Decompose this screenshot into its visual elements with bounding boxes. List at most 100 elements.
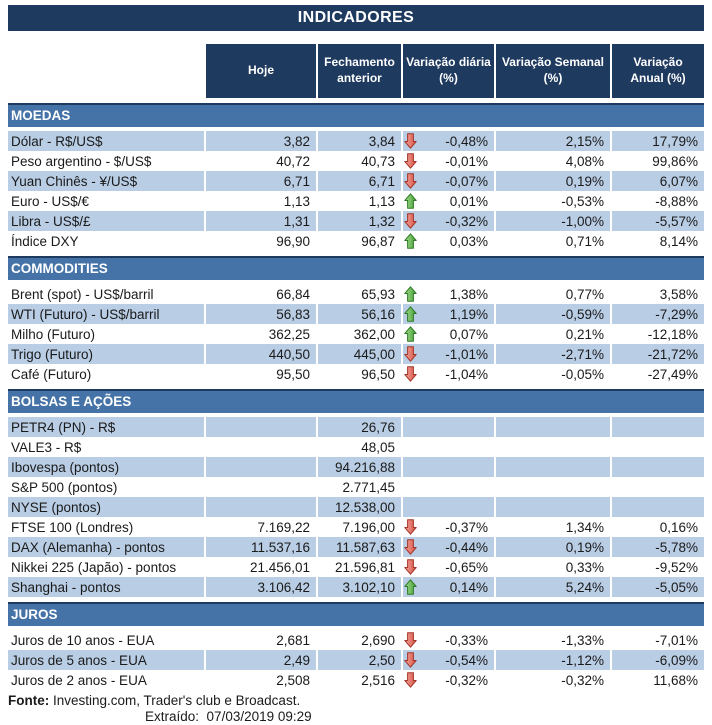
variacao-anual-value: 17,79% [612, 131, 704, 151]
hoje-value [206, 417, 316, 437]
variacao-semanal-value: 0,71% [565, 233, 604, 249]
table-section: MOEDAS Dólar - R$/US$ 3,82 3,84 -0,48% 2… [8, 103, 704, 251]
row-label: NYSE (pontos) [8, 497, 204, 517]
row-label: S&P 500 (pontos) [11, 479, 118, 495]
variacao-diaria-cell [403, 437, 494, 457]
row-label: Juros de 5 anos - EUA [8, 650, 204, 670]
variacao-diaria-value: 0,14% [449, 579, 488, 595]
column-header-label: Variação [633, 55, 683, 70]
variacao-diaria-cell [403, 457, 494, 477]
variacao-semanal-value: 0,33% [565, 559, 604, 575]
hoje-value: 1,13 [283, 193, 310, 209]
variacao-anual-value [612, 437, 704, 457]
hoje-value: 2,508 [276, 672, 310, 688]
variacao-diaria-value: -0,32% [445, 672, 488, 688]
variacao-diaria-value: 0,03% [449, 233, 488, 249]
fechamento-anterior-value: 362,00 [353, 326, 395, 342]
source-line: Fonte: Investing.com, Trader's club e Br… [8, 693, 704, 708]
table-row: Juros de 5 anos - EUA 2,49 2,50 -0,54% -… [8, 650, 704, 670]
hoje-value: 440,50 [206, 344, 316, 364]
variacao-anual-value: -7,29% [612, 304, 704, 324]
variacao-diaria-cell: 1,38% [403, 284, 494, 304]
variacao-semanal-value [496, 437, 610, 457]
table-row: Juros de 10 anos - EUA 2,681 2,690 -0,33… [8, 630, 704, 650]
variacao-semanal-value: 4,08% [565, 153, 604, 169]
down-arrow-icon [404, 366, 417, 382]
variacao-diaria-value: -1,01% [445, 346, 488, 362]
hoje-value [206, 477, 316, 497]
variacao-diaria-value: -0,44% [445, 539, 488, 555]
row-label: PETR4 (PN) - R$ [8, 417, 204, 437]
row-label: Juros de 10 anos - EUA [11, 632, 155, 648]
variacao-diaria-value: 0,07% [449, 326, 488, 342]
section-header-moedas: MOEDAS [8, 103, 704, 127]
variacao-diaria-cell: -0,32% [403, 670, 494, 690]
hoje-value: 7.169,22 [257, 519, 310, 535]
variacao-semanal-value: -1,12% [496, 650, 610, 670]
variacao-diaria-cell [403, 417, 494, 437]
variacao-semanal-value: 0,21% [565, 326, 604, 342]
table-section: JUROS Juros de 10 anos - EUA 2,681 2,690… [8, 602, 704, 690]
section-title: COMMODITIES [11, 261, 108, 276]
down-arrow-icon [404, 519, 417, 535]
down-arrow-icon [404, 173, 417, 189]
variacao-semanal-value: -0,32% [561, 672, 604, 688]
hoje-value: 1,31 [206, 211, 316, 231]
variacao-diaria-value: -0,33% [445, 632, 488, 648]
variacao-anual-value: -8,88% [655, 193, 698, 209]
variacao-anual-value: -7,01% [655, 632, 698, 648]
hoje-value: 96,90 [276, 233, 310, 249]
hoje-value: 2,681 [276, 632, 310, 648]
hoje-value [206, 457, 316, 477]
variacao-anual-value: -27,49% [647, 366, 698, 382]
section-rows: PETR4 (PN) - R$ 26,76 VALE3 - R$ 48,05 I… [8, 417, 704, 597]
variacao-anual-value: -5,57% [612, 211, 704, 231]
section-title: JUROS [11, 607, 58, 622]
fechamento-anterior-value: 21.596,81 [334, 559, 395, 575]
table-section: COMMODITIES Brent (spot) - US$/barril 66… [8, 256, 704, 384]
hoje-value: 40,72 [276, 153, 310, 169]
column-header-variacao-anual: Variação Anual (%) [612, 44, 704, 98]
row-label: Libra - US$/£ [8, 211, 204, 231]
fechamento-anterior-value: 94.216,88 [318, 457, 401, 477]
fechamento-anterior-value: 2,50 [318, 650, 401, 670]
source-label: Fonte: [8, 693, 50, 708]
down-arrow-icon [404, 133, 417, 149]
fechamento-anterior-value: 96,50 [361, 366, 395, 382]
variacao-semanal-value: -1,33% [561, 632, 604, 648]
variacao-diaria-cell: -0,32% [403, 211, 494, 231]
table-row: S&P 500 (pontos) 2.771,45 [8, 477, 704, 497]
section-title: MOEDAS [11, 108, 71, 123]
variacao-diaria-cell [403, 497, 494, 517]
down-arrow-icon [404, 539, 417, 555]
variacao-diaria-value: -1,04% [445, 366, 488, 382]
down-arrow-icon [404, 213, 417, 229]
variacao-semanal-value: 2,15% [496, 131, 610, 151]
variacao-diaria-cell: -0,44% [403, 537, 494, 557]
table-row: PETR4 (PN) - R$ 26,76 [8, 417, 704, 437]
down-arrow-icon [404, 153, 417, 169]
fechamento-anterior-value: 3.102,10 [318, 577, 401, 597]
fechamento-anterior-value: 6,71 [318, 171, 401, 191]
fechamento-anterior-value: 445,00 [318, 344, 401, 364]
hoje-value: 3,82 [206, 131, 316, 151]
variacao-semanal-value: 0,19% [496, 171, 610, 191]
section-header-commodities: COMMODITIES [8, 256, 704, 280]
variacao-semanal-value [496, 477, 610, 497]
up-arrow-icon [404, 193, 417, 209]
fechamento-anterior-value: 1,13 [368, 193, 395, 209]
section-rows: Juros de 10 anos - EUA 2,681 2,690 -0,33… [8, 630, 704, 690]
variacao-diaria-cell: -0,37% [403, 517, 494, 537]
variacao-semanal-value: -0,05% [561, 366, 604, 382]
variacao-semanal-value: 0,19% [496, 537, 610, 557]
column-header-fechamento-anterior: Fechamento anterior [318, 44, 401, 98]
fechamento-anterior-value: 56,16 [318, 304, 401, 324]
variacao-diaria-value: -0,65% [445, 559, 488, 575]
row-label: Trigo (Futuro) [8, 344, 204, 364]
variacao-anual-value: 6,07% [612, 171, 704, 191]
hoje-value: 11.537,16 [206, 537, 316, 557]
row-label: Juros de 2 anos - EUA [11, 672, 147, 688]
column-header-label: Anual (%) [630, 71, 686, 85]
table-section: BOLSAS E AÇÕES PETR4 (PN) - R$ 26,76 VAL… [8, 389, 704, 597]
variacao-diaria-cell: 1,19% [403, 304, 494, 324]
